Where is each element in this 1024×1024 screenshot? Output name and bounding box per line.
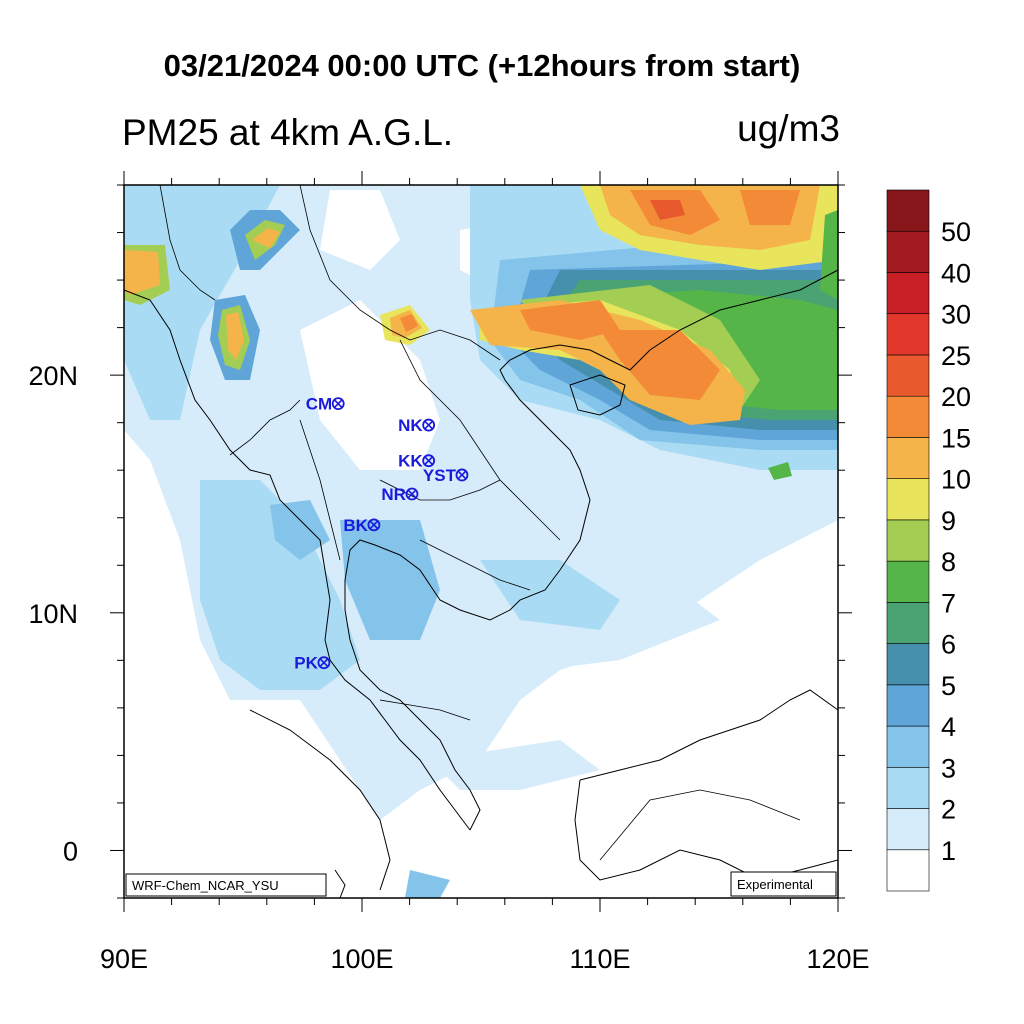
station-label: NK	[398, 416, 423, 435]
colorbar-swatch	[886, 189, 930, 232]
station-pk: PK	[294, 654, 331, 673]
station-nr: NR	[381, 485, 419, 504]
colorbar-swatch	[886, 808, 930, 851]
coastlines	[124, 269, 838, 898]
lon-tick-label: 100E	[330, 944, 393, 974]
colorbar-label: 8	[941, 547, 956, 577]
colorbar-label: 50	[941, 217, 971, 247]
colorbar-label: 4	[941, 712, 956, 742]
lon-tick-label: 120E	[806, 944, 869, 974]
units-label: ug/m3	[737, 108, 840, 149]
station-yst: YST	[423, 466, 469, 485]
colorbar-swatch	[886, 519, 930, 562]
colorbar-swatch	[886, 602, 930, 644]
station-marker-icon	[422, 418, 436, 432]
pm25-field	[124, 185, 838, 898]
station-cm: CM	[306, 395, 345, 414]
colorbar-swatch	[886, 313, 930, 356]
colorbar-label: 2	[941, 795, 956, 825]
status-label-box: Experimental	[730, 871, 837, 897]
status-label: Experimental	[737, 877, 813, 892]
colorbar-swatch	[886, 849, 930, 892]
lat-tick-label: 0	[63, 836, 78, 866]
colorbar-label: 5	[941, 671, 956, 701]
station-label: PK	[294, 654, 318, 673]
colorbar-label: 40	[941, 258, 971, 288]
station-nk: NK	[398, 416, 436, 435]
model-label-box: WRF-Chem_NCAR_YSU	[125, 873, 327, 897]
lon-tick-label: 90E	[100, 944, 148, 974]
lon-tick-label: 110E	[569, 944, 630, 974]
colorbar-label: 3	[941, 753, 956, 783]
colorbar-label: 7	[941, 588, 956, 618]
station-marker-icon	[455, 468, 469, 482]
colorbar-swatch	[886, 478, 930, 521]
axis-ticks: 90E 100E 110E 120E 0 10N 20N	[28, 171, 870, 974]
station-label: YST	[423, 466, 457, 485]
colorbar-label: 30	[941, 300, 971, 330]
colorbar-swatch	[886, 354, 930, 397]
colorbar-swatch	[886, 437, 930, 479]
colorbar-label: 9	[941, 506, 956, 536]
lat-tick-label: 10N	[28, 599, 78, 629]
station-bk: BK	[343, 516, 381, 535]
colorbar-label: 20	[941, 382, 971, 412]
colorbar-label: 25	[941, 341, 971, 371]
colorbar-swatch	[886, 684, 930, 727]
station-label: BK	[343, 516, 368, 535]
colorbar: 1 2 3 4 5 6 7 8 9 10 15 20 25 30 40 50	[886, 189, 971, 892]
station-marker-icon	[405, 487, 419, 501]
colorbar-swatch	[886, 766, 930, 809]
station-label: NR	[381, 485, 406, 504]
colorbar-swatch	[886, 560, 930, 603]
station-marker-icon	[367, 518, 381, 532]
colorbar-label: 6	[941, 630, 956, 660]
colorbar-swatch	[886, 272, 930, 315]
colorbar-swatch	[886, 643, 930, 686]
variable-subtitle: PM25 at 4km A.G.L.	[122, 112, 454, 153]
station-kk: KK	[398, 452, 436, 471]
plot-frame	[123, 184, 839, 899]
colorbar-swatch	[886, 725, 930, 768]
lat-tick-label: 20N	[28, 361, 78, 391]
colorbar-swatch	[886, 230, 930, 273]
station-marker-icon	[331, 397, 345, 411]
map-title: 03/21/2024 00:00 UTC (+12hours from star…	[163, 48, 801, 83]
colorbar-swatch	[886, 395, 930, 438]
station-marker-icon	[317, 656, 331, 670]
colorbar-label: 1	[941, 836, 956, 866]
model-label: WRF-Chem_NCAR_YSU	[132, 878, 279, 893]
colorbar-label: 10	[941, 465, 971, 495]
station-label: KK	[398, 452, 423, 471]
station-marker-icon	[422, 454, 436, 468]
colorbar-label: 15	[941, 423, 971, 453]
station-label: CM	[306, 395, 332, 414]
